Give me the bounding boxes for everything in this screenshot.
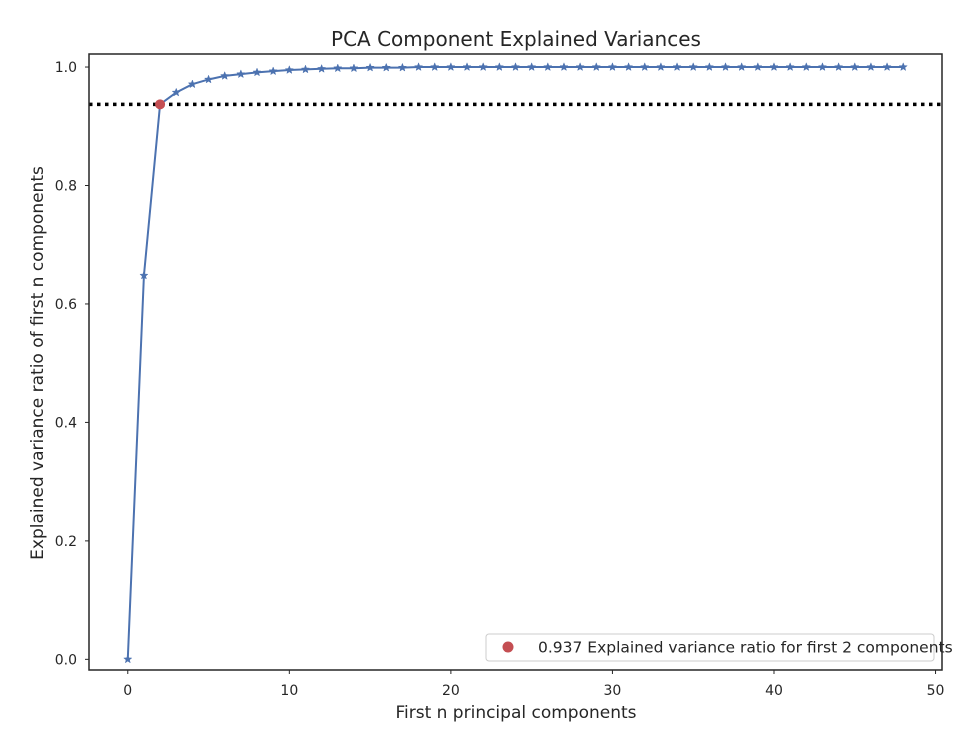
data-point-star [300, 64, 311, 74]
data-point-star [316, 63, 327, 73]
y-tick-label: 0.8 [55, 178, 77, 194]
data-point-star [365, 62, 375, 72]
chart-title: PCA Component Explained Variances [331, 27, 701, 51]
data-point-star [236, 69, 246, 79]
y-axis-label: Explained variance ratio of first n comp… [28, 166, 48, 560]
data-point-star [559, 62, 569, 71]
legend: 0.937 Explained variance ratio for first… [485, 633, 953, 662]
y-tick-label: 0.2 [55, 534, 77, 550]
data-point-star [252, 67, 262, 77]
data-point-star [850, 62, 860, 71]
data-point-star [882, 62, 892, 71]
data-point-star [672, 62, 682, 71]
data-point-star [284, 65, 294, 74]
data-point-star [801, 62, 811, 71]
plot-area: 0 10 20 30 40 50 0.0 0.2 0.4 0.6 0.8 1.0 [55, 53, 945, 699]
data-point-star [510, 62, 521, 71]
data-point-star [171, 87, 181, 97]
data-point-star [688, 62, 698, 71]
data-point-star [640, 62, 650, 71]
x-tick-label: 50 [927, 683, 945, 699]
data-point-star [898, 62, 908, 71]
legend-label: 0.937 Explained variance ratio for first… [538, 639, 953, 657]
data-point-star [187, 79, 198, 89]
data-point-star [737, 62, 747, 71]
data-point-star [785, 62, 795, 71]
data-point-star [123, 654, 133, 664]
data-point-star [607, 62, 618, 71]
legend-marker-circle [502, 641, 514, 653]
x-tick-label: 0 [123, 683, 132, 699]
data-point-star [333, 63, 343, 73]
data-point-star [446, 62, 456, 71]
x-tick-label: 40 [765, 683, 783, 699]
legend-frame [485, 633, 935, 662]
data-point-star [413, 62, 424, 71]
x-axis-label: First n principal components [395, 703, 636, 723]
data-point-star [220, 71, 230, 80]
y-tick-label: 1.0 [55, 60, 77, 76]
data-point-star [430, 62, 440, 71]
x-tick-label: 20 [442, 683, 460, 699]
data-point-star [753, 62, 763, 71]
data-point-star [623, 62, 634, 71]
data-point-star [462, 62, 472, 71]
data-point-star [478, 62, 488, 71]
highlight-point [155, 99, 166, 110]
y-tick-label: 0.0 [55, 652, 77, 668]
data-point-star [203, 74, 214, 84]
data-point-star [397, 62, 408, 72]
x-tick-label: 10 [280, 683, 298, 699]
data-point-star [591, 62, 601, 71]
data-point-star [543, 62, 553, 71]
data-point-star [720, 62, 731, 71]
data-point-star [494, 62, 504, 71]
y-tick-label: 0.6 [55, 297, 77, 313]
data-point-star [527, 62, 537, 71]
x-tick-label: 30 [604, 683, 622, 699]
y-tick-label: 0.4 [55, 415, 77, 431]
data-point-star [817, 62, 828, 71]
data-point-star [704, 62, 715, 71]
data-point-star [381, 62, 391, 72]
data-point-star [866, 62, 876, 71]
data-point-star [349, 63, 359, 73]
plot-frame [88, 53, 943, 671]
data-point-star [833, 62, 844, 71]
data-point-star [575, 62, 585, 71]
data-point-star [139, 270, 149, 280]
data-point-star [769, 62, 779, 71]
data-point-star [656, 62, 666, 71]
data-point-star [268, 66, 278, 76]
